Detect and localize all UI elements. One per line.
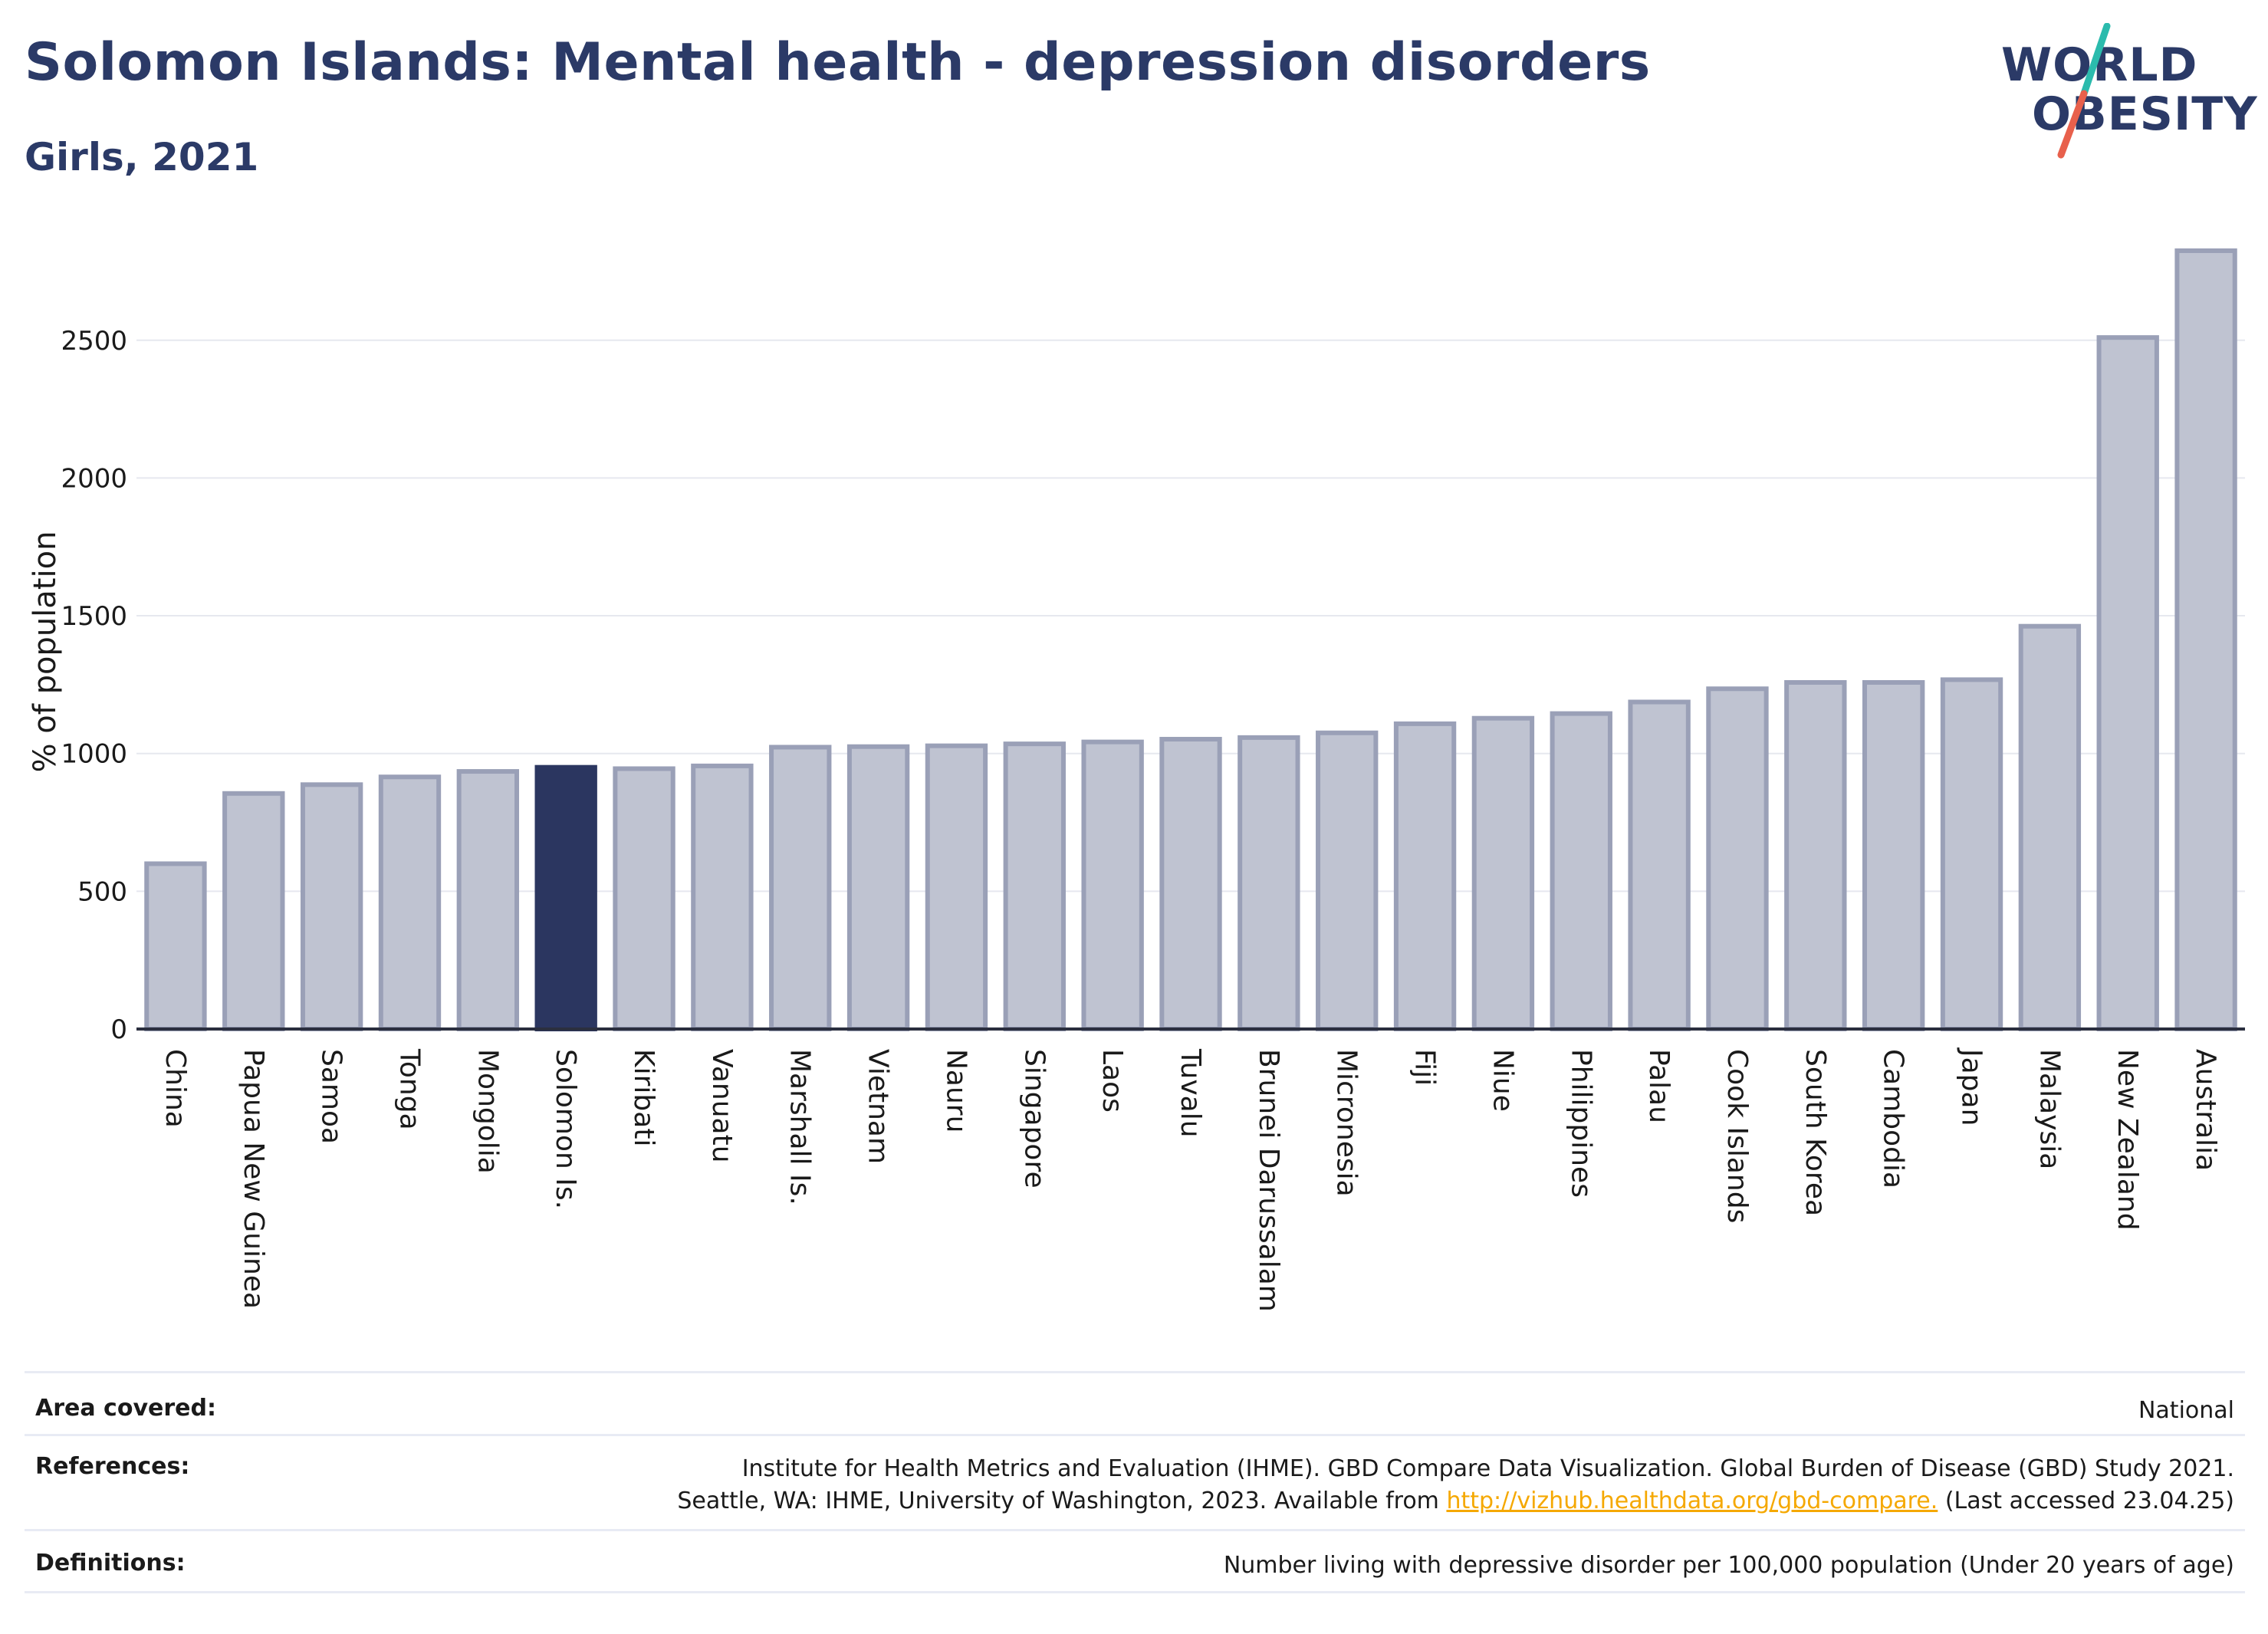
bar bbox=[144, 861, 207, 1031]
bar bbox=[378, 774, 442, 1032]
x-tick-label: Niue bbox=[1487, 1049, 1518, 1112]
bar bbox=[1159, 737, 1222, 1031]
x-tick-label: Micronesia bbox=[1331, 1049, 1362, 1197]
bar bbox=[1003, 741, 1066, 1032]
info-row-references: References: Institute for Health Metrics… bbox=[25, 1434, 2245, 1529]
bar bbox=[456, 769, 520, 1031]
x-tick-label: Vietnam bbox=[863, 1049, 894, 1164]
bar bbox=[1784, 680, 1847, 1031]
bar bbox=[1706, 686, 1769, 1031]
x-tick-label: Nauru bbox=[940, 1049, 971, 1133]
x-tick-label: New Zealand bbox=[2112, 1049, 2143, 1231]
reference-line-2: Seattle, WA: IHME, University of Washing… bbox=[677, 1488, 1447, 1514]
bar bbox=[1862, 680, 1925, 1031]
bar bbox=[1081, 739, 1144, 1031]
bar bbox=[613, 766, 675, 1031]
y-tick-label: 2000 bbox=[61, 463, 127, 494]
x-tick-label: Tonga bbox=[393, 1048, 425, 1130]
y-tick-label: 1500 bbox=[61, 601, 127, 632]
y-tick-label: 0 bbox=[110, 1014, 127, 1045]
x-tick-label: Fiji bbox=[1409, 1049, 1441, 1086]
bar bbox=[300, 782, 363, 1031]
bar bbox=[1393, 721, 1457, 1031]
x-tick-label: Tuvalu bbox=[1175, 1048, 1206, 1138]
x-tick-label: Cambodia bbox=[1878, 1049, 1909, 1189]
x-tick-label: South Korea bbox=[1800, 1049, 1831, 1216]
bar bbox=[2096, 335, 2159, 1032]
bar bbox=[1628, 699, 1691, 1032]
reference-line-1: Institute for Health Metrics and Evaluat… bbox=[741, 1455, 2234, 1482]
x-tick-label: Australia bbox=[2190, 1049, 2221, 1171]
x-tick-label: Samoa bbox=[316, 1049, 347, 1144]
x-tick-label: Malaysia bbox=[2033, 1049, 2065, 1169]
x-tick-label: Philippines bbox=[1565, 1049, 1596, 1198]
references-value: Institute for Health Metrics and Evaluat… bbox=[677, 1453, 2234, 1517]
info-row-area: Area covered: National bbox=[25, 1371, 2245, 1434]
x-tick-label: Papua New Guinea bbox=[238, 1049, 269, 1309]
x-tick-label: Brunei Darussalam bbox=[1253, 1049, 1284, 1312]
bar bbox=[2018, 623, 2082, 1031]
info-row-definitions: Definitions: Number living with depressi… bbox=[25, 1529, 2245, 1593]
bar bbox=[846, 744, 910, 1031]
bar bbox=[1471, 715, 1535, 1032]
bar bbox=[2174, 248, 2237, 1031]
area-covered-value: National bbox=[2138, 1397, 2234, 1424]
x-tick-label: China bbox=[159, 1049, 191, 1128]
reference-link[interactable]: http://vizhub.healthdata.org/gbd-compare… bbox=[1446, 1488, 1938, 1514]
x-tick-label: Vanuatu bbox=[706, 1049, 738, 1163]
bar bbox=[1940, 677, 2003, 1032]
logo-slash-icon bbox=[2057, 23, 2111, 159]
world-obesity-logo: WORLD OBESITY bbox=[2001, 23, 2257, 161]
bar bbox=[222, 791, 285, 1032]
x-tick-label: Cook Islands bbox=[1721, 1049, 1753, 1223]
x-tick-label: Singapore bbox=[1018, 1049, 1050, 1189]
x-tick-label: Marshall Is. bbox=[784, 1049, 816, 1205]
bar bbox=[769, 745, 832, 1031]
highlighted-bar bbox=[534, 764, 597, 1032]
definitions-label: Definitions: bbox=[35, 1550, 186, 1576]
y-tick-label: 1000 bbox=[61, 739, 127, 770]
x-tick-label: Laos bbox=[1096, 1049, 1128, 1113]
x-tick-label: Palau bbox=[1643, 1049, 1675, 1123]
x-tick-label: Kiribati bbox=[628, 1049, 659, 1146]
definitions-value: Number living with depressive disorder p… bbox=[1223, 1552, 2234, 1579]
bar bbox=[1316, 730, 1379, 1031]
bar bbox=[691, 763, 754, 1031]
y-axis-label: % of population bbox=[28, 531, 63, 773]
bar-chart: 0 500 1000 1500 2000 2500 % of population China… bbox=[28, 248, 2245, 1312]
reference-accessed: (Last accessed 23.04.25) bbox=[1938, 1488, 2234, 1514]
y-tick-label: 2500 bbox=[61, 326, 127, 357]
bar bbox=[925, 743, 988, 1031]
bar bbox=[1238, 735, 1300, 1031]
area-covered-label: Area covered: bbox=[35, 1395, 216, 1422]
x-tick-label: Japan bbox=[1956, 1047, 1987, 1126]
x-tick-label: Solomon Is. bbox=[550, 1049, 581, 1209]
references-label: References: bbox=[35, 1453, 190, 1480]
chart-subtitle: Girls, 2021 bbox=[25, 135, 259, 179]
bar bbox=[1550, 711, 1612, 1031]
chart-title: Solomon Islands: Mental health - depress… bbox=[25, 32, 1651, 93]
x-tick-label: Mongolia bbox=[472, 1049, 503, 1174]
y-tick-label: 500 bbox=[77, 876, 127, 907]
info-table: Area covered: National References: Insti… bbox=[25, 1371, 2245, 1593]
